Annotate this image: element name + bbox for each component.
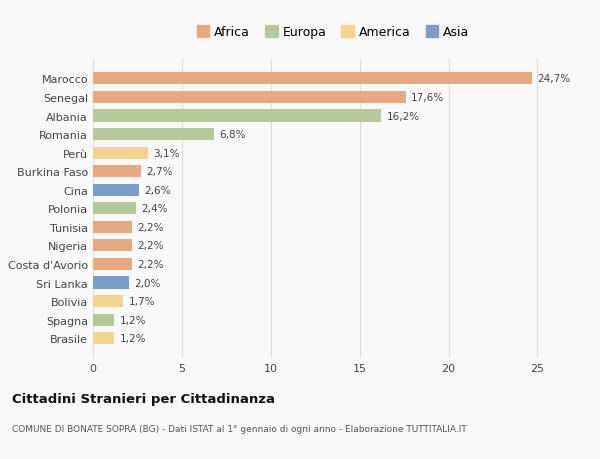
Text: 2,2%: 2,2%	[137, 222, 164, 232]
Legend: Africa, Europa, America, Asia: Africa, Europa, America, Asia	[191, 21, 475, 44]
Bar	[93, 258, 132, 270]
Bar	[93, 147, 148, 159]
Bar	[93, 332, 115, 344]
Text: 24,7%: 24,7%	[538, 74, 571, 84]
Bar	[93, 203, 136, 215]
Bar	[93, 296, 123, 308]
Text: 1,2%: 1,2%	[119, 333, 146, 343]
Bar	[93, 277, 128, 289]
Text: 2,4%: 2,4%	[141, 204, 167, 214]
Text: 6,8%: 6,8%	[219, 130, 246, 140]
Text: 2,6%: 2,6%	[145, 185, 171, 196]
Text: 1,7%: 1,7%	[128, 297, 155, 307]
Text: COMUNE DI BONATE SOPRA (BG) - Dati ISTAT al 1° gennaio di ogni anno - Elaborazio: COMUNE DI BONATE SOPRA (BG) - Dati ISTAT…	[12, 425, 467, 434]
Text: 2,2%: 2,2%	[137, 241, 164, 251]
Text: 2,2%: 2,2%	[137, 259, 164, 269]
Text: Cittadini Stranieri per Cittadinanza: Cittadini Stranieri per Cittadinanza	[12, 392, 275, 405]
Text: 17,6%: 17,6%	[411, 93, 445, 103]
Bar	[93, 92, 406, 104]
Bar	[93, 240, 132, 252]
Text: 2,0%: 2,0%	[134, 278, 160, 288]
Text: 1,2%: 1,2%	[119, 315, 146, 325]
Text: 16,2%: 16,2%	[386, 111, 419, 121]
Text: 2,7%: 2,7%	[146, 167, 173, 177]
Bar	[93, 129, 214, 141]
Bar	[93, 73, 532, 85]
Bar	[93, 110, 381, 122]
Bar	[93, 166, 141, 178]
Text: 3,1%: 3,1%	[154, 148, 180, 158]
Bar	[93, 314, 115, 326]
Bar	[93, 185, 139, 196]
Bar	[93, 221, 132, 233]
